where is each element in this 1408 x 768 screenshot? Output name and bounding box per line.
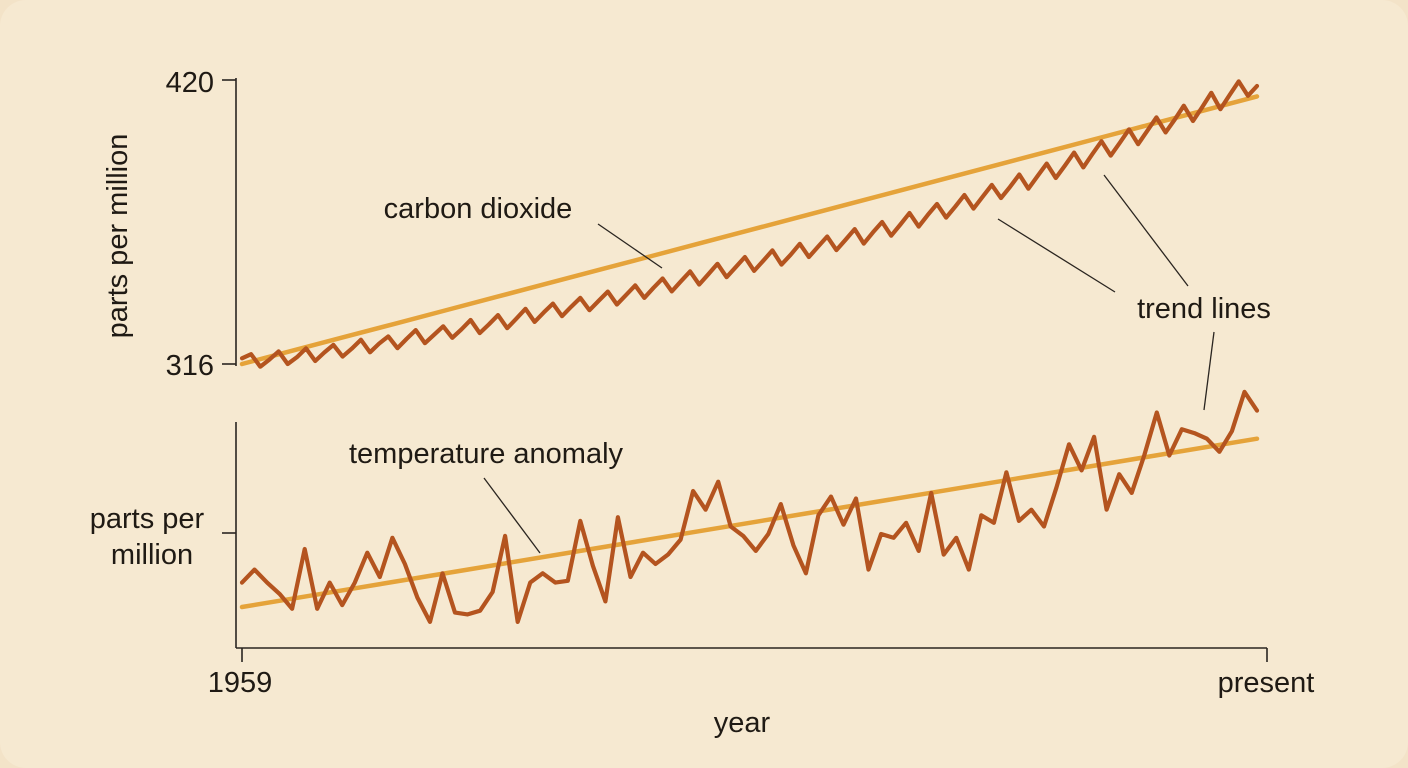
x-tick-label-start: 1959 bbox=[208, 667, 273, 699]
temp-y-axis-label-line2: million bbox=[111, 539, 193, 571]
temp-annotation-leader bbox=[483, 477, 541, 554]
trend-leader-2 bbox=[1103, 174, 1189, 287]
co2-y-tick-label-316: 316 bbox=[166, 350, 214, 382]
temp-annotation: temperature anomaly bbox=[349, 438, 624, 470]
co2-data-line bbox=[239, 79, 1260, 369]
x-axis-label: year bbox=[714, 707, 771, 739]
temp-y-axis-label-line1: parts per bbox=[90, 503, 205, 535]
co2-y-tick-label-420: 420 bbox=[166, 67, 214, 99]
trend-leader-1 bbox=[997, 218, 1116, 293]
co2-annotation: carbon dioxide bbox=[384, 193, 573, 225]
co2-y-axis-label: parts per million bbox=[102, 134, 134, 339]
x-tick-label-end: present bbox=[1218, 667, 1315, 699]
trend-annotation: trend lines bbox=[1137, 293, 1271, 325]
co2-trend-line bbox=[239, 94, 1260, 367]
temp-data-line bbox=[239, 389, 1260, 625]
trend-leader-3 bbox=[1203, 331, 1215, 411]
co2-annotation-leader bbox=[597, 223, 663, 269]
